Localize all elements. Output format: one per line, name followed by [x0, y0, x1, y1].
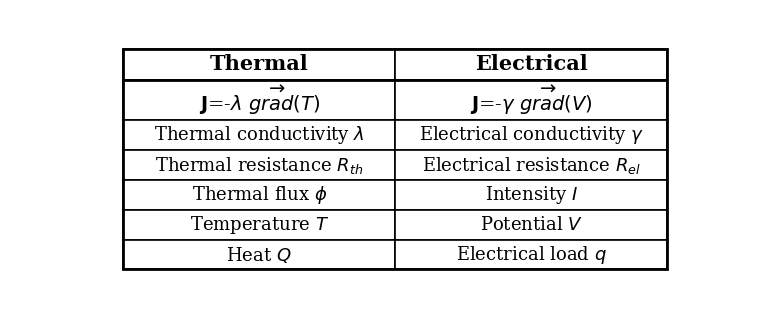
Text: Temperature $T$: Temperature $T$ — [190, 214, 328, 236]
Bar — [123, 49, 395, 80]
Bar — [395, 180, 667, 210]
Bar — [123, 150, 395, 180]
Bar — [123, 240, 395, 269]
Text: Thermal resistance $R_{th}$: Thermal resistance $R_{th}$ — [155, 155, 363, 175]
Bar — [123, 80, 395, 120]
Text: $\mathbf{J}$=-$\lambda$ $\overrightarrow{grad}$$(T)$: $\mathbf{J}$=-$\lambda$ $\overrightarrow… — [199, 83, 320, 117]
Bar — [395, 240, 667, 269]
Text: Electrical resistance $R_{el}$: Electrical resistance $R_{el}$ — [422, 155, 641, 175]
Bar — [395, 120, 667, 150]
Bar — [395, 49, 667, 80]
Text: $\mathbf{J}$=-$\gamma$ $\overrightarrow{grad}$$(V)$: $\mathbf{J}$=-$\gamma$ $\overrightarrow{… — [470, 83, 592, 117]
Bar — [395, 150, 667, 180]
Text: Electrical conductivity $\gamma$: Electrical conductivity $\gamma$ — [419, 124, 644, 146]
Bar — [123, 210, 395, 240]
Bar — [395, 210, 667, 240]
Text: Intensity $I$: Intensity $I$ — [484, 184, 577, 206]
Text: Potential $V$: Potential $V$ — [480, 216, 583, 234]
Bar — [123, 180, 395, 210]
Bar — [123, 120, 395, 150]
Text: Thermal: Thermal — [210, 54, 308, 74]
Text: Electrical: Electrical — [475, 54, 588, 74]
Bar — [395, 80, 667, 120]
Text: Electrical load $q$: Electrical load $q$ — [456, 243, 607, 266]
Text: Heat $Q$: Heat $Q$ — [227, 244, 292, 265]
Text: Thermal conductivity $\lambda$: Thermal conductivity $\lambda$ — [154, 124, 365, 146]
Text: Thermal flux $\phi$: Thermal flux $\phi$ — [191, 184, 327, 206]
